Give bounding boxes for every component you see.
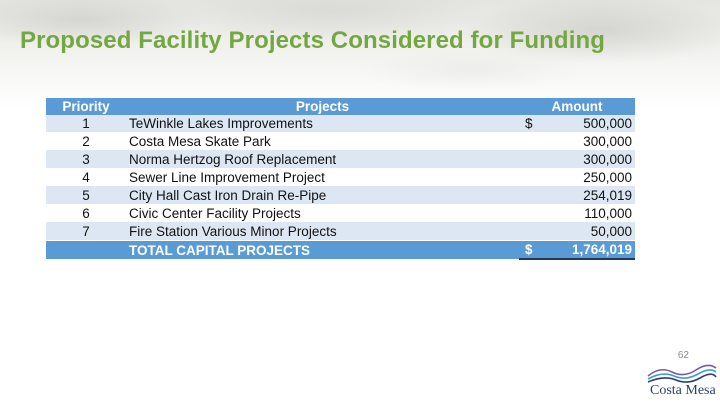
- row-priority: 5: [46, 186, 126, 205]
- projects-table: Priority Projects Amount 1 TeWinkle Lake…: [46, 98, 635, 260]
- table-header-row: Priority Projects Amount: [46, 98, 635, 115]
- row-amount: 110,000: [519, 204, 635, 223]
- page-number: 62: [677, 350, 689, 361]
- row-priority: 2: [46, 132, 126, 151]
- row-project: Civic Center Facility Projects: [126, 204, 519, 223]
- row-priority: 3: [46, 150, 126, 169]
- row-priority: 7: [46, 222, 126, 241]
- table-row: 5 City Hall Cast Iron Drain Re-Pipe 254,…: [46, 186, 635, 205]
- row-amount: 254,019: [519, 186, 635, 205]
- total-priority-cell: [46, 240, 126, 259]
- slide-title: Proposed Facility Projects Considered fo…: [20, 27, 605, 54]
- header-projects: Projects: [126, 98, 519, 115]
- row-priority: 6: [46, 204, 126, 223]
- row-project: Costa Mesa Skate Park: [126, 132, 519, 151]
- table-row: 2 Costa Mesa Skate Park 300,000: [46, 132, 635, 151]
- row-priority: 1: [46, 115, 126, 133]
- header-priority: Priority: [46, 98, 126, 115]
- table-row: 1 TeWinkle Lakes Improvements $500,000: [46, 115, 635, 133]
- currency-symbol: $: [525, 116, 533, 131]
- row-project: Sewer Line Improvement Project: [126, 168, 519, 187]
- amount-value: 300,000: [583, 134, 632, 149]
- amount-value: 110,000: [584, 206, 632, 221]
- logo-text: Costa Mesa: [650, 383, 716, 398]
- header-amount: Amount: [519, 98, 635, 115]
- amount-value: 300,000: [583, 152, 632, 167]
- row-amount: 300,000: [519, 150, 635, 169]
- row-amount: 250,000: [519, 168, 635, 187]
- row-project: City Hall Cast Iron Drain Re-Pipe: [126, 186, 519, 205]
- table-row: 3 Norma Hertzog Roof Replacement 300,000: [46, 150, 635, 169]
- table-row: 7 Fire Station Various Minor Projects 50…: [46, 222, 635, 241]
- table-total-row: TOTAL CAPITAL PROJECTS $1,764,019: [46, 240, 635, 260]
- table-row: 4 Sewer Line Improvement Project 250,000: [46, 168, 635, 187]
- row-amount: $500,000: [519, 115, 635, 133]
- table-row: 6 Civic Center Facility Projects 110,000: [46, 204, 635, 223]
- row-project: TeWinkle Lakes Improvements: [126, 115, 519, 133]
- row-priority: 4: [46, 168, 126, 187]
- amount-value: 250,000: [583, 170, 632, 185]
- currency-symbol: $: [525, 242, 533, 257]
- row-amount: 50,000: [519, 222, 635, 241]
- row-project: Norma Hertzog Roof Replacement: [126, 150, 519, 169]
- wave-icon: [647, 364, 717, 383]
- total-label: TOTAL CAPITAL PROJECTS: [126, 240, 519, 259]
- total-amount-value: 1,764,019: [571, 242, 632, 257]
- row-project: Fire Station Various Minor Projects: [126, 222, 519, 241]
- row-amount: 300,000: [519, 132, 635, 151]
- total-amount: $1,764,019: [519, 240, 635, 260]
- costa-mesa-logo: Costa Mesa: [646, 362, 718, 402]
- amount-value: 500,000: [583, 116, 632, 131]
- amount-value: 50,000: [590, 224, 632, 239]
- amount-value: 254,019: [583, 188, 632, 203]
- header-background: [0, 0, 720, 110]
